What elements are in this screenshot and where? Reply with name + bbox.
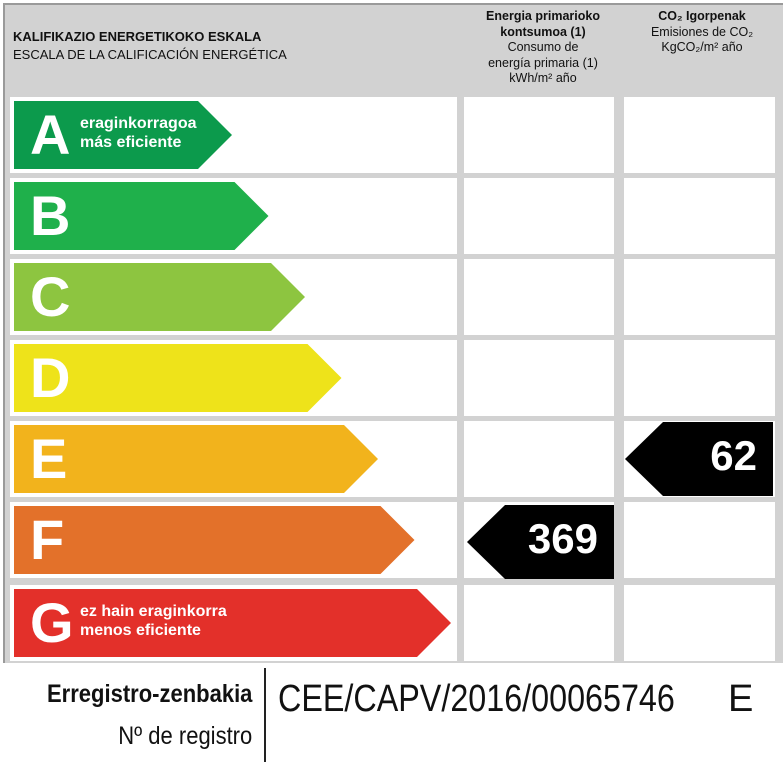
rating-letter: G — [30, 591, 74, 654]
energy-header-eu1: Energia primarioko — [486, 9, 600, 23]
rating-arrow-b: B — [14, 182, 269, 250]
energy-header-unit: kWh/m² año — [509, 71, 577, 85]
registry-number: CEE/CAPV/2016/00065746 — [278, 678, 675, 720]
co2-cell — [624, 585, 775, 661]
co2-header-es: Emisiones de CO₂ — [650, 24, 754, 39]
energy-value: 369 — [527, 515, 598, 562]
energy-cell — [464, 421, 614, 497]
rating-arrow-c: C — [14, 263, 305, 331]
co2-cell — [624, 259, 775, 335]
rating-letter: D — [30, 346, 71, 409]
rating-label-es: menos eficiente — [80, 622, 201, 639]
rating-letter: B — [30, 184, 71, 247]
rating-letter: A — [30, 103, 71, 166]
co2-header-eu: CO₂ Igorpenak — [658, 9, 746, 23]
rating-letter: C — [30, 265, 71, 328]
co2-cell — [624, 502, 775, 578]
co2-column-header: CO₂ Igorpenak Emisiones de CO₂ KgCO₂/m² … — [625, 9, 779, 56]
energy-header-es2: energía primaria (1) — [488, 55, 598, 70]
rating-letter: E — [30, 427, 68, 490]
divider — [264, 668, 266, 762]
registry-label-eu: Erregistro-zenbakia — [46, 680, 252, 708]
rating-arrow-g: G ez hain eraginkorra menos eficiente — [14, 589, 451, 657]
energy-cell — [464, 259, 614, 335]
co2-header-unit: KgCO₂/m² año — [661, 40, 743, 54]
energy-cell — [464, 97, 614, 173]
energy-cell — [464, 585, 614, 661]
registry-class: E — [728, 678, 754, 720]
scale-title-es: ESCALA DE LA CALIFICACIÓN ENERGÉTICA — [13, 47, 287, 62]
energy-cell — [464, 178, 614, 254]
scale-title-eu: KALIFIKAZIO ENERGETIKOKO ESKALA — [13, 29, 262, 44]
rating-arrow-e: E — [14, 425, 378, 493]
rating-label-eu: eraginkorragoa — [80, 115, 197, 132]
co2-value: 62 — [710, 432, 757, 479]
registry-label-es: Nº de registro — [118, 722, 252, 750]
rating-arrow-d: D — [14, 344, 342, 412]
energy-header-es1: Consumo de — [507, 40, 579, 54]
co2-cell — [624, 97, 775, 173]
rating-label-es: más eficiente — [80, 134, 182, 151]
rating-arrow-f: F — [14, 506, 415, 574]
energy-column-header: Energia primarioko kontsumoa (1) Consumo… — [467, 9, 619, 87]
rating-arrow-a: A eraginkorragoa más eficiente — [14, 101, 232, 169]
co2-cell — [624, 340, 775, 416]
energy-header-eu2: kontsumoa (1) — [500, 24, 586, 39]
co2-cell — [624, 178, 775, 254]
rating-label-eu: ez hain eraginkorra — [80, 603, 227, 620]
rating-letter: F — [30, 508, 65, 571]
energy-cell — [464, 340, 614, 416]
